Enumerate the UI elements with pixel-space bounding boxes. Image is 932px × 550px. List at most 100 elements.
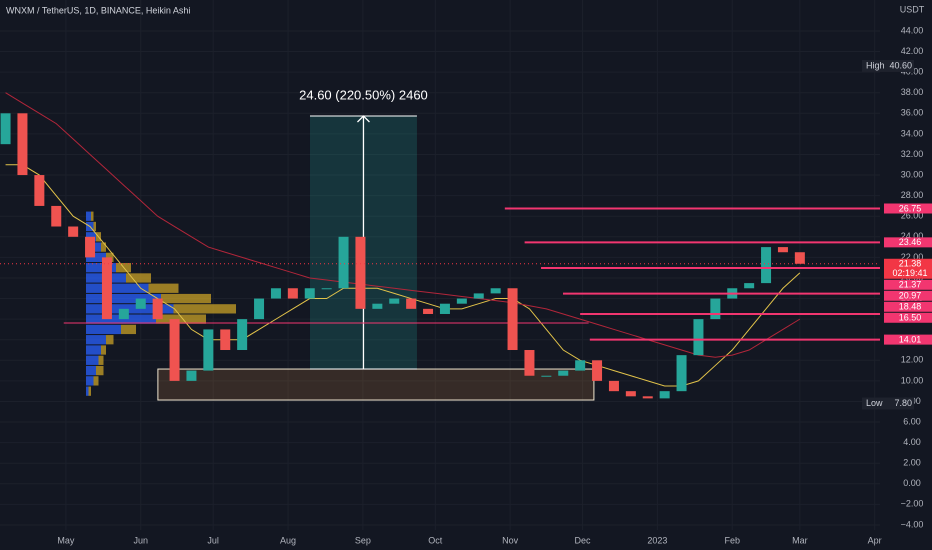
x-tick-label: Mar xyxy=(792,535,808,545)
level-label: 18.48 xyxy=(899,302,922,312)
y-tick-label: 22.00 xyxy=(901,252,924,262)
level-label-box xyxy=(884,301,932,312)
candle-body xyxy=(406,298,417,309)
profile-buy xyxy=(86,304,174,314)
candle-body xyxy=(372,303,383,309)
y-tick-label: 6.00 xyxy=(903,416,921,426)
countdown-label: 02:19:41 xyxy=(892,268,927,278)
x-tick-label: Jul xyxy=(207,535,219,545)
profile-buy xyxy=(86,365,96,376)
candle-body xyxy=(0,113,11,145)
x-tick-label: Apr xyxy=(868,535,882,545)
profile-buy xyxy=(86,355,99,365)
candle-body xyxy=(186,370,197,381)
level-label-box xyxy=(884,312,932,323)
y-tick-label: 42.00 xyxy=(901,46,924,56)
candle-body xyxy=(642,396,653,399)
low-tag-box xyxy=(862,397,914,410)
candle-body xyxy=(321,288,332,290)
level-label: 21.37 xyxy=(899,280,922,290)
candle-body xyxy=(34,175,45,206)
profile-sell xyxy=(91,211,94,221)
profile-buy xyxy=(86,263,116,273)
profile-buy xyxy=(86,293,161,304)
candle-body xyxy=(118,308,129,320)
candle-body xyxy=(558,370,569,376)
candle-body xyxy=(152,298,163,320)
high-tag-value: 40.60 xyxy=(889,60,912,70)
x-tick-label: Oct xyxy=(428,535,443,545)
x-tick-label: Sep xyxy=(355,535,371,545)
high-tag-box xyxy=(862,59,914,72)
profile-sell xyxy=(173,304,236,314)
candle-body xyxy=(304,288,315,299)
y-tick-label: 28.00 xyxy=(901,190,924,200)
profile-buy xyxy=(86,335,106,345)
candle-body xyxy=(254,298,265,320)
candle-body xyxy=(338,236,349,289)
level-label: 16.50 xyxy=(899,313,922,323)
profile-sell xyxy=(156,314,206,324)
measure-label: 24.60 (220.50%) 2460 xyxy=(299,87,428,102)
profile-buy xyxy=(86,252,106,263)
profile-sell xyxy=(88,386,91,396)
candle-body xyxy=(423,308,434,314)
profile-buy xyxy=(86,211,91,221)
profile-sell xyxy=(101,345,106,355)
candle-body xyxy=(744,283,755,289)
profile-buy xyxy=(86,386,89,396)
y-tick-label: 10.00 xyxy=(901,375,924,385)
candle-body xyxy=(524,350,535,376)
profile-buy xyxy=(86,345,101,355)
profile-sell xyxy=(101,242,106,252)
y-tick-label: 38.00 xyxy=(901,87,924,97)
profile-sell xyxy=(96,365,104,376)
candle-body xyxy=(220,329,231,351)
x-tick-label: Jun xyxy=(133,535,148,545)
level-label-box xyxy=(884,290,932,301)
level-label: 26.75 xyxy=(899,203,922,213)
low-tag-value: 7.80 xyxy=(894,398,912,408)
profile-sell xyxy=(121,324,136,335)
currency-label: USDT xyxy=(900,4,925,14)
candle-body xyxy=(575,360,586,371)
low-tag-label: Low xyxy=(866,398,883,408)
candle-body xyxy=(507,288,518,351)
candle-body xyxy=(439,303,450,314)
profile-sell xyxy=(126,273,151,283)
high-tag-label: High xyxy=(866,60,885,70)
candle-body xyxy=(101,257,112,320)
x-tick-label: 2023 xyxy=(647,535,667,545)
current-price-label-box xyxy=(884,258,932,279)
y-tick-label: −2.00 xyxy=(901,499,924,509)
candle-body xyxy=(135,298,146,309)
candle-body xyxy=(237,319,248,351)
current-price-label: 21.38 xyxy=(899,259,922,269)
moving-average xyxy=(5,164,801,387)
candle-body xyxy=(710,298,721,320)
y-tick-label: 30.00 xyxy=(901,169,924,179)
level-label-box xyxy=(884,203,932,214)
candle-body xyxy=(608,380,619,392)
x-tick-label: Dec xyxy=(575,535,592,545)
profile-sell xyxy=(93,376,99,386)
y-tick-label: 32.00 xyxy=(901,149,924,159)
profile-buy xyxy=(86,376,94,386)
y-tick-label: 44.00 xyxy=(901,25,924,35)
candle-body xyxy=(794,252,805,264)
candle-body xyxy=(659,391,670,399)
x-tick-label: Nov xyxy=(502,535,519,545)
y-tick-label: 24.00 xyxy=(901,231,924,241)
level-label: 20.97 xyxy=(899,291,922,301)
y-tick-label: 36.00 xyxy=(901,108,924,118)
y-tick-label: 0.00 xyxy=(903,478,921,488)
level-label: 23.46 xyxy=(899,237,922,247)
candle-body xyxy=(287,288,298,299)
candle-body xyxy=(270,288,281,299)
profile-sell xyxy=(161,293,211,304)
range-box xyxy=(157,368,595,401)
candle-body xyxy=(777,247,788,253)
candle-body xyxy=(51,205,62,227)
